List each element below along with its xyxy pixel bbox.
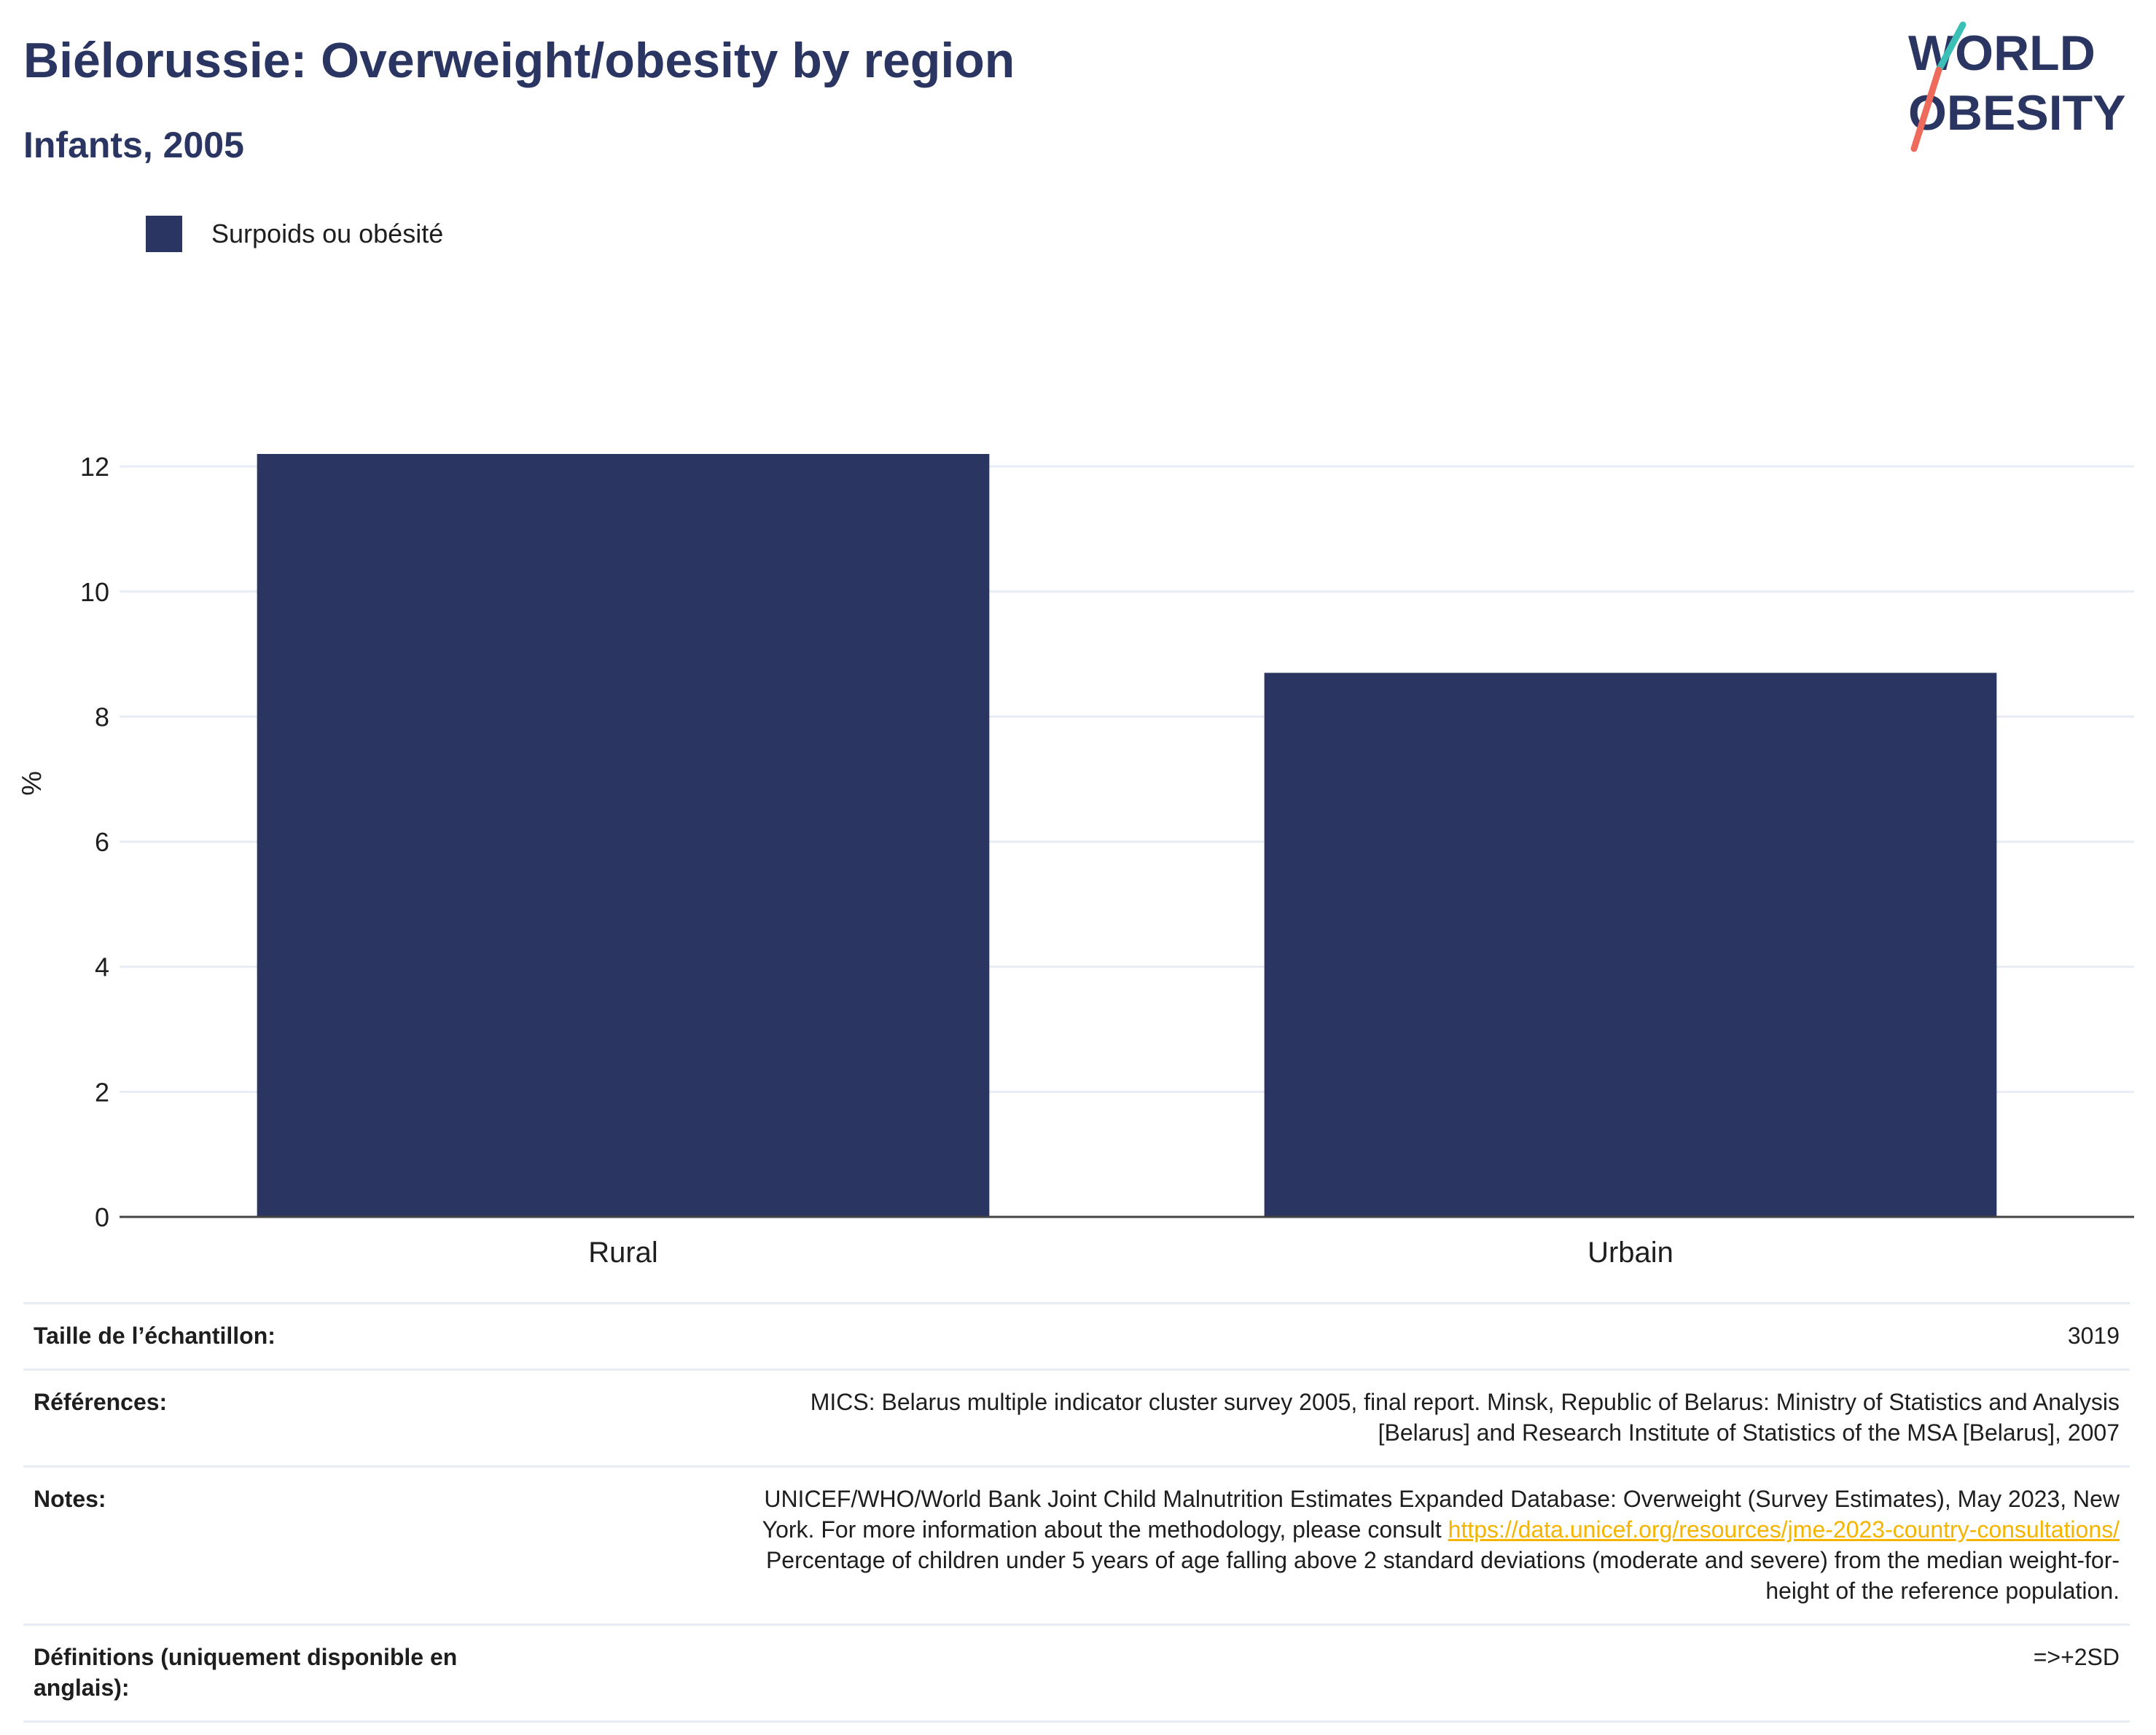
- bar-urbain[interactable]: [1264, 673, 1997, 1217]
- x-tick-labels: Rural Urbain: [588, 1237, 1673, 1269]
- y-axis-label: %: [17, 771, 47, 796]
- references-line-1: MICS: Belarus multiple indicator cluster…: [810, 1389, 2120, 1415]
- references-value: MICS: Belarus multiple indicator cluster…: [525, 1368, 2130, 1468]
- logo-text-obesity: OBESITY: [1908, 85, 2126, 141]
- logo-slash-teal: [1935, 21, 1966, 74]
- y-tick-label: 12: [80, 452, 109, 482]
- x-tick-label: Rural: [588, 1237, 658, 1269]
- bars: [257, 453, 1997, 1217]
- chart-info-table: Taille de l’échantillon: 3019 Références…: [23, 1302, 2130, 1723]
- page-title: Biélorussie: Overweight/obesity by regio…: [23, 33, 1015, 88]
- logo-slash-coral: [1910, 66, 1942, 152]
- y-tick-label: 4: [95, 952, 109, 982]
- definitions-row: Définitions (uniquement disponible en an…: [23, 1624, 2130, 1723]
- legend-swatch: [146, 216, 182, 252]
- sample-size-value: 3019: [525, 1302, 2130, 1371]
- y-tick-label: 8: [95, 702, 109, 732]
- bar-chart: 0 2 4 6 8 10 12 Rural Urbain %: [17, 452, 2134, 1269]
- definitions-label-line-2: anglais):: [34, 1675, 130, 1701]
- chart-legend[interactable]: Surpoids ou obésité: [146, 216, 443, 252]
- sample-size-row: Taille de l’échantillon: 3019: [23, 1302, 2130, 1371]
- definitions-value: =>+2SD: [525, 1624, 2130, 1723]
- sample-size-label: Taille de l’échantillon:: [23, 1302, 525, 1371]
- y-tick-label: 2: [95, 1077, 109, 1107]
- y-tick-label: 6: [95, 827, 109, 857]
- legend-label: Surpoids ou obésité: [211, 219, 444, 248]
- x-tick-label: Urbain: [1587, 1237, 1673, 1269]
- references-label: Références:: [23, 1368, 525, 1468]
- notes-label: Notes:: [23, 1465, 525, 1626]
- methodology-link[interactable]: https://data.unicef.org/resources/jme-20…: [1448, 1516, 2120, 1543]
- page-subtitle: Infants, 2005: [23, 125, 244, 165]
- references-row: Références: MICS: Belarus multiple indic…: [23, 1368, 2130, 1468]
- definitions-label-line-1: Définitions (uniquement disponible en: [34, 1644, 458, 1670]
- notes-line-1: UNICEF/WHO/World Bank Joint Child Malnut…: [764, 1486, 2120, 1512]
- notes-line-2: York. For more information about the met…: [762, 1516, 1442, 1543]
- y-tick-label: 10: [80, 577, 109, 607]
- notes-value: UNICEF/WHO/World Bank Joint Child Malnut…: [525, 1465, 2130, 1626]
- notes-row: Notes: UNICEF/WHO/World Bank Joint Child…: [23, 1465, 2130, 1626]
- y-tick-labels: 0 2 4 6 8 10 12: [80, 452, 109, 1232]
- notes-line-4: height of the reference population.: [1765, 1578, 2120, 1604]
- definitions-label: Définitions (uniquement disponible en an…: [23, 1624, 525, 1723]
- bar-rural[interactable]: [257, 453, 990, 1217]
- references-line-2: [Belarus] and Research Institute of Stat…: [1378, 1419, 2120, 1446]
- y-tick-label: 0: [95, 1202, 109, 1232]
- world-obesity-logo: WORLD OBESITY: [1908, 21, 2126, 152]
- notes-line-3: Percentage of children under 5 years of …: [765, 1547, 2120, 1573]
